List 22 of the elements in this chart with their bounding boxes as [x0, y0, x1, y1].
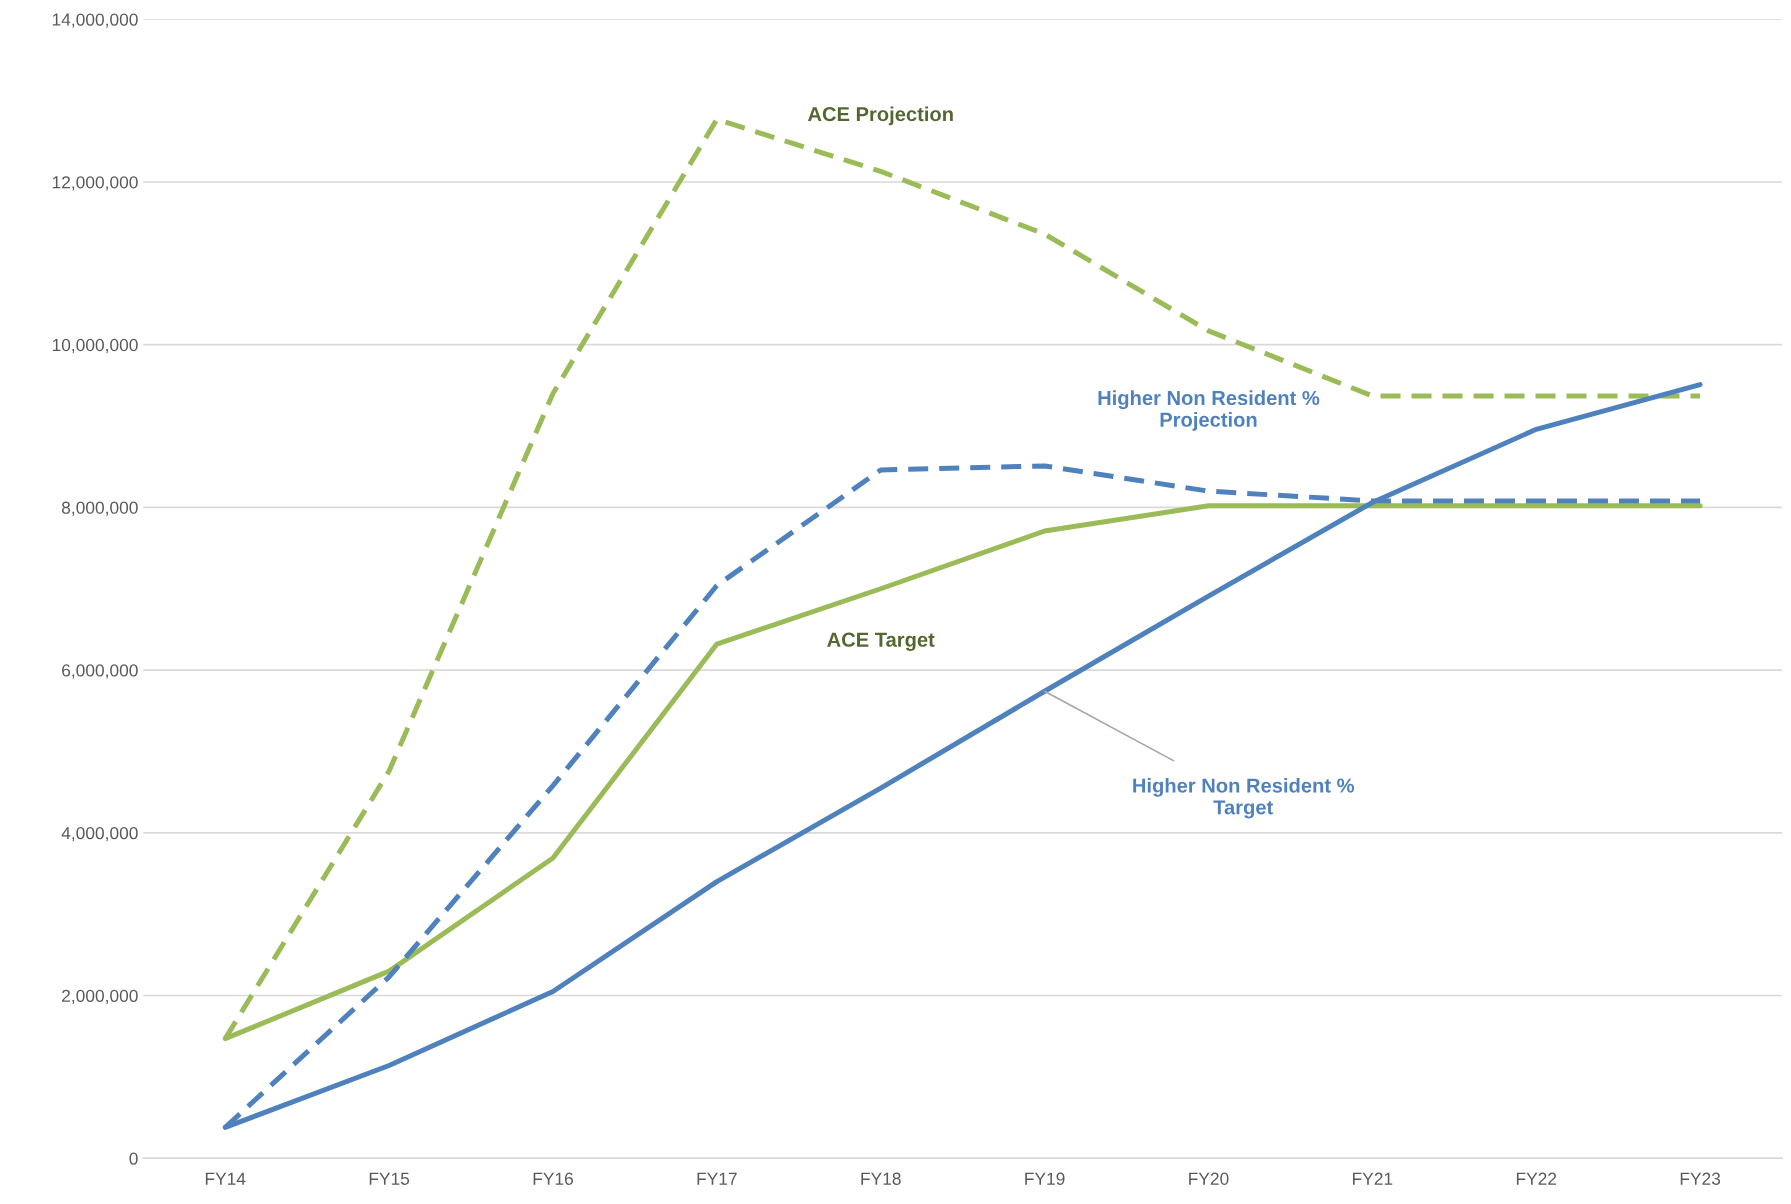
y-tick-label: 6,000,000	[62, 664, 138, 679]
y-tick-label: 12,000,000	[52, 176, 138, 191]
x-tick-label: FY18	[861, 1172, 901, 1185]
annotation: ACE Target	[827, 632, 935, 651]
x-tick-label: FY23	[1680, 1172, 1721, 1185]
y-tick-label: 0	[129, 1152, 138, 1165]
y-tick-label: 10,000,000	[52, 338, 138, 354]
x-tick-label: FY14	[205, 1172, 246, 1185]
annotation: ACE Projection	[807, 106, 953, 126]
x-tick-label: FY19	[1025, 1172, 1065, 1185]
x-tick-label: FY17	[697, 1172, 737, 1185]
annotation: Higher Non Resident % Target	[1133, 777, 1355, 819]
y-tick-label: 8,000,000	[61, 501, 138, 516]
y-tick-label: 4,000,000	[61, 826, 138, 842]
y-tick-label: 2,000,000	[62, 989, 138, 1005]
x-tick-label: FY15	[369, 1172, 410, 1185]
x-tick-label: FY21	[1353, 1172, 1393, 1185]
y-tick-label: 14,000,000	[52, 13, 138, 28]
annotation: Higher Non Resident % Projection	[1098, 390, 1320, 431]
x-tick-label: FY16	[533, 1172, 573, 1185]
x-tick-label: FY22	[1516, 1172, 1557, 1185]
x-tick-label: FY20	[1189, 1172, 1229, 1185]
